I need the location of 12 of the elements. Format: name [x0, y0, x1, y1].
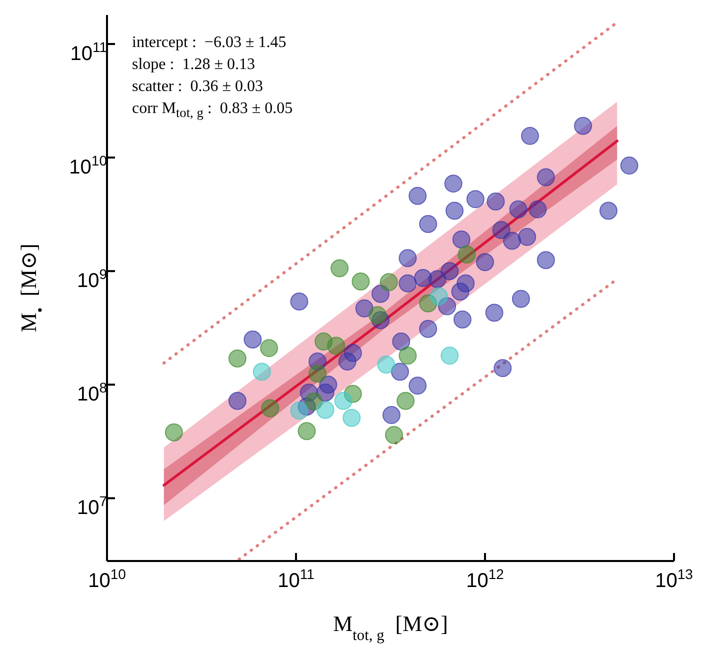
y-tick-label: 10$^{11}$ [70, 38, 108, 65]
annotation: intercept : −6.03 ± 1.45 [132, 33, 288, 53]
y-tick-label: 10$^{7}$ [76, 493, 108, 520]
x-tick-label: 10$^{12}$ [466, 566, 504, 592]
x-tick-label: 10$^{13}$ [655, 566, 694, 592]
annotation: scatter : 0.36 ± 0.03 [132, 77, 264, 97]
annotation: slope : 1.28 ± 0.13 [132, 55, 256, 75]
x-tick-label: 10$^{11}$ [278, 566, 315, 592]
y-tick-label: 10$^{8}$ [76, 380, 108, 406]
x-axis-title: M$_{tot, g}$ [M⊙] [333, 611, 448, 644]
y-tick-label: 10$^{9}$ [76, 266, 108, 292]
annotation: corr M$_{tot, g}$ : 0.83 ± 0.05 [132, 99, 293, 122]
